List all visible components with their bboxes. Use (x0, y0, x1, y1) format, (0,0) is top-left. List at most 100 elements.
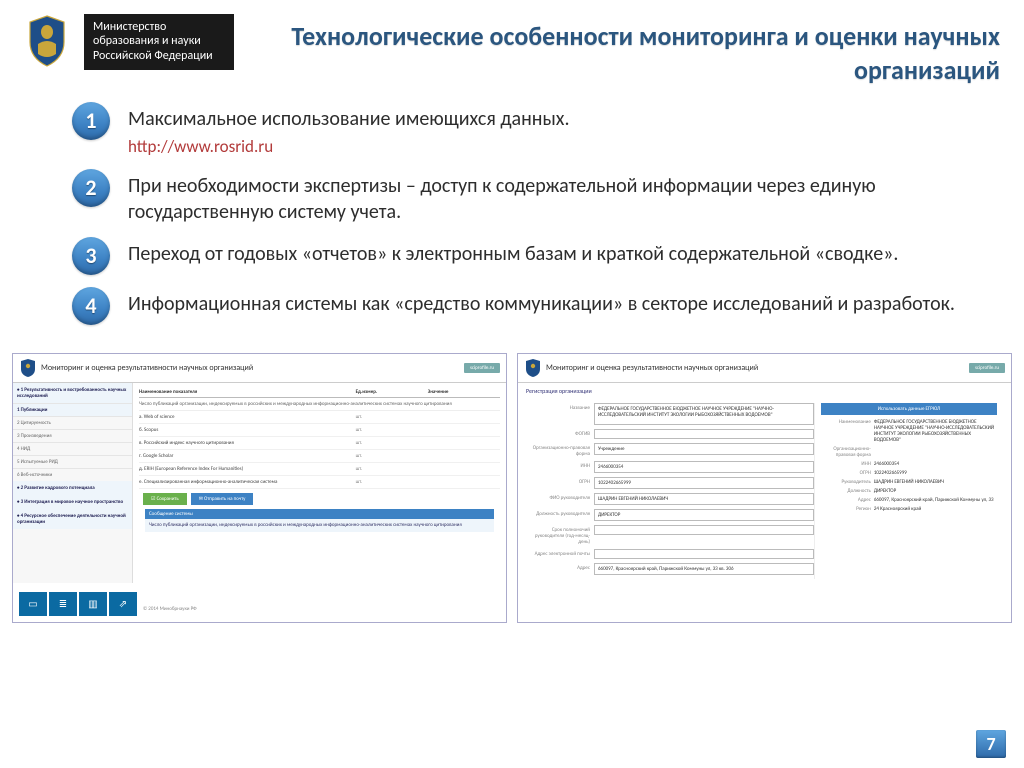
info-value: 24 Красноярский край (874, 506, 997, 512)
info-value: 2466000354 (874, 461, 997, 467)
bullet-list: 1 Максимальное использование имеющихся д… (0, 96, 1024, 349)
mini-emblem-icon (19, 358, 37, 378)
send-button[interactable]: ✉ Отправить на почту (191, 493, 254, 505)
th: Значение (428, 389, 500, 395)
tile-icon[interactable]: ▭ (19, 592, 47, 616)
sidebar-section[interactable]: • 1 Результативность и востребованность … (13, 383, 132, 403)
table-head: Наименование показателя Ед.измер. Значен… (139, 387, 500, 398)
bullet-text: Переход от годовых «отчетов» к электронн… (128, 241, 898, 267)
opf-field[interactable]: Учреждение (594, 443, 814, 455)
bullet-number: 3 (72, 237, 110, 275)
info-value: ФЕДЕРАЛЬНОЕ ГОСУДАРСТВЕННОЕ БЮДЖЕТНОЕ НА… (874, 419, 997, 443)
info-value (874, 446, 997, 458)
info-key: Руководитель (821, 479, 871, 485)
system-message: Сообщение системы Число публикаций орган… (145, 509, 494, 532)
table-subhead: Число публикаций организации, индексируе… (139, 398, 500, 411)
nav-tiles: ▭ ≣ ▥ ⇗ (19, 592, 137, 616)
table-row: а. Web of scienceшт. (139, 411, 500, 424)
field-label: Адрес (532, 563, 590, 571)
tile-icon[interactable]: ≣ (49, 592, 77, 616)
info-key: Организационно-правовая форма (821, 446, 871, 458)
page-number: 7 (976, 730, 1006, 758)
field-label: Название (532, 403, 590, 411)
screenshot-left: Мониторинг и оценка результативности нау… (12, 353, 507, 623)
bullet-row: 4 Информационная системы как «средство к… (72, 287, 988, 325)
post-field[interactable]: ДИРЕКТОР (594, 509, 814, 521)
name-field[interactable]: ФЕДЕРАЛЬНОЕ ГОСУДАРСТВЕННОЕ БЮДЖЕТНОЕ НА… (594, 403, 814, 425)
ogrn-field[interactable]: 1022402665999 (594, 477, 814, 489)
th: Ед.измер. (356, 389, 428, 395)
tile-icon[interactable]: ▥ (79, 592, 107, 616)
slide-header: Министерство образования и науки Российс… (0, 0, 1024, 96)
field-label: Адрес электронной почты (532, 549, 590, 557)
bullet-row: 2 При необходимости экспертизы – доступ … (72, 169, 988, 225)
ministry-line: Министерство (93, 20, 225, 34)
bullet-text: Максимальное использование имеющихся дан… (128, 106, 570, 132)
field-label: ФИО руководителя (532, 493, 590, 501)
fogiv-field[interactable] (594, 429, 814, 439)
table-row: в. Российский индекс научного цитировани… (139, 437, 500, 450)
info-key: Должность (821, 488, 871, 494)
save-button[interactable]: ☑ Сохранить (143, 493, 187, 505)
info-key: Адрес (821, 497, 871, 503)
field-label: ОГРН (532, 477, 590, 485)
info-key: ОГРН (821, 470, 871, 476)
login-button[interactable]: sciprofile.ru (969, 363, 1005, 373)
email-field[interactable] (594, 549, 814, 559)
bullet-number: 2 (72, 169, 110, 207)
info-value: 660097, Красноярский край, Парижской Ком… (874, 497, 997, 503)
bullet-text: Информационная системы как «средство ком… (128, 291, 955, 317)
sidebar: • 1 Результативность и востребованность … (13, 383, 133, 583)
info-value: ШАДРИН ЕВГЕНИЙ НИКОЛАЕВИЧ (874, 479, 997, 485)
sidebar-item[interactable]: 2 Цитируемость (13, 416, 132, 429)
sidebar-item[interactable]: 1 Публикации (13, 403, 132, 416)
sidebar-section[interactable]: • 4 Ресурсное обеспечение деятельности н… (13, 509, 132, 529)
section-title: Регистрация организации (526, 387, 1003, 395)
sidebar-section[interactable]: • 3 Интеграция в мировое научное простра… (13, 495, 132, 509)
form-left: Название ФЕДЕРАЛЬНОЕ ГОСУДАРСТВЕННОЕ БЮДЖ… (532, 403, 814, 579)
screenshot-title: Мониторинг и оценка результативности нау… (41, 363, 253, 373)
table-row: б. Scopusшт. (139, 424, 500, 437)
info-value: ДИРЕКТОР (874, 488, 997, 494)
term-field[interactable] (594, 525, 814, 535)
ministry-line: Российской Федерации (93, 49, 225, 63)
login-button[interactable]: sciprofile.ru (464, 363, 500, 373)
form-right: Использовать данные ЕГРЮЛ НаименованиеФЕ… (814, 403, 997, 579)
bullet-number: 4 (72, 287, 110, 325)
slide-title: Технологические особенности мониторинга … (248, 14, 1000, 88)
fill-egrul-button[interactable]: Использовать данные ЕГРЮЛ (821, 403, 997, 415)
emblem-icon (24, 14, 70, 68)
inn-field[interactable]: 2466000354 (594, 461, 814, 473)
main-table: Наименование показателя Ед.измер. Значен… (133, 383, 506, 583)
mini-emblem-icon (524, 358, 542, 378)
screenshot-header: Мониторинг и оценка результативности нау… (13, 354, 506, 383)
bullet-text: При необходимости экспертизы – доступ к … (128, 173, 988, 225)
field-label: Организационно-правовая форма (532, 443, 590, 457)
screenshot-header: Мониторинг и оценка результативности нау… (518, 354, 1011, 383)
info-value: 1022402665999 (874, 470, 997, 476)
info-key: ИНН (821, 461, 871, 467)
sidebar-item[interactable]: 5 Испытуемые РИД (13, 455, 132, 468)
sidebar-section[interactable]: • 2 Развитие кадрового потенциала (13, 481, 132, 495)
bullet-number: 1 (72, 102, 110, 140)
sidebar-item[interactable]: 3 Произведения (13, 429, 132, 442)
th: Наименование показателя (139, 389, 356, 395)
field-label: Срок полномочий руководителя (год-месяц-… (532, 525, 590, 545)
message-header: Сообщение системы (145, 509, 494, 519)
bullet-row: 3 Переход от годовых «отчетов» к электро… (72, 237, 988, 275)
field-label: Должность руководителя (532, 509, 590, 517)
screenshot-right: Мониторинг и оценка результативности нау… (517, 353, 1012, 623)
sidebar-item[interactable]: 4 НИД (13, 442, 132, 455)
message-body: Число публикаций организации, индексируе… (149, 522, 490, 528)
info-key: Регион (821, 506, 871, 512)
addr-field[interactable]: 660097, Красноярский край, Парижской Ком… (594, 563, 814, 575)
sidebar-item[interactable]: 6 Веб-источники (13, 468, 132, 481)
copyright: © 2014 Минобрнауки РФ (143, 606, 197, 612)
ministry-line: образования и науки (93, 34, 225, 48)
ruk-field[interactable]: ШАДРИН ЕВГЕНИЙ НИКОЛАЕВИЧ (594, 493, 814, 505)
screenshot-title: Мониторинг и оценка результативности нау… (546, 363, 758, 373)
screenshots-row: Мониторинг и оценка результативности нау… (0, 349, 1024, 623)
tile-icon[interactable]: ⇗ (109, 592, 137, 616)
table-row: е. Специализированная информационно-анал… (139, 476, 500, 489)
bullet-link[interactable]: http://www.rosrid.ru (128, 136, 570, 157)
